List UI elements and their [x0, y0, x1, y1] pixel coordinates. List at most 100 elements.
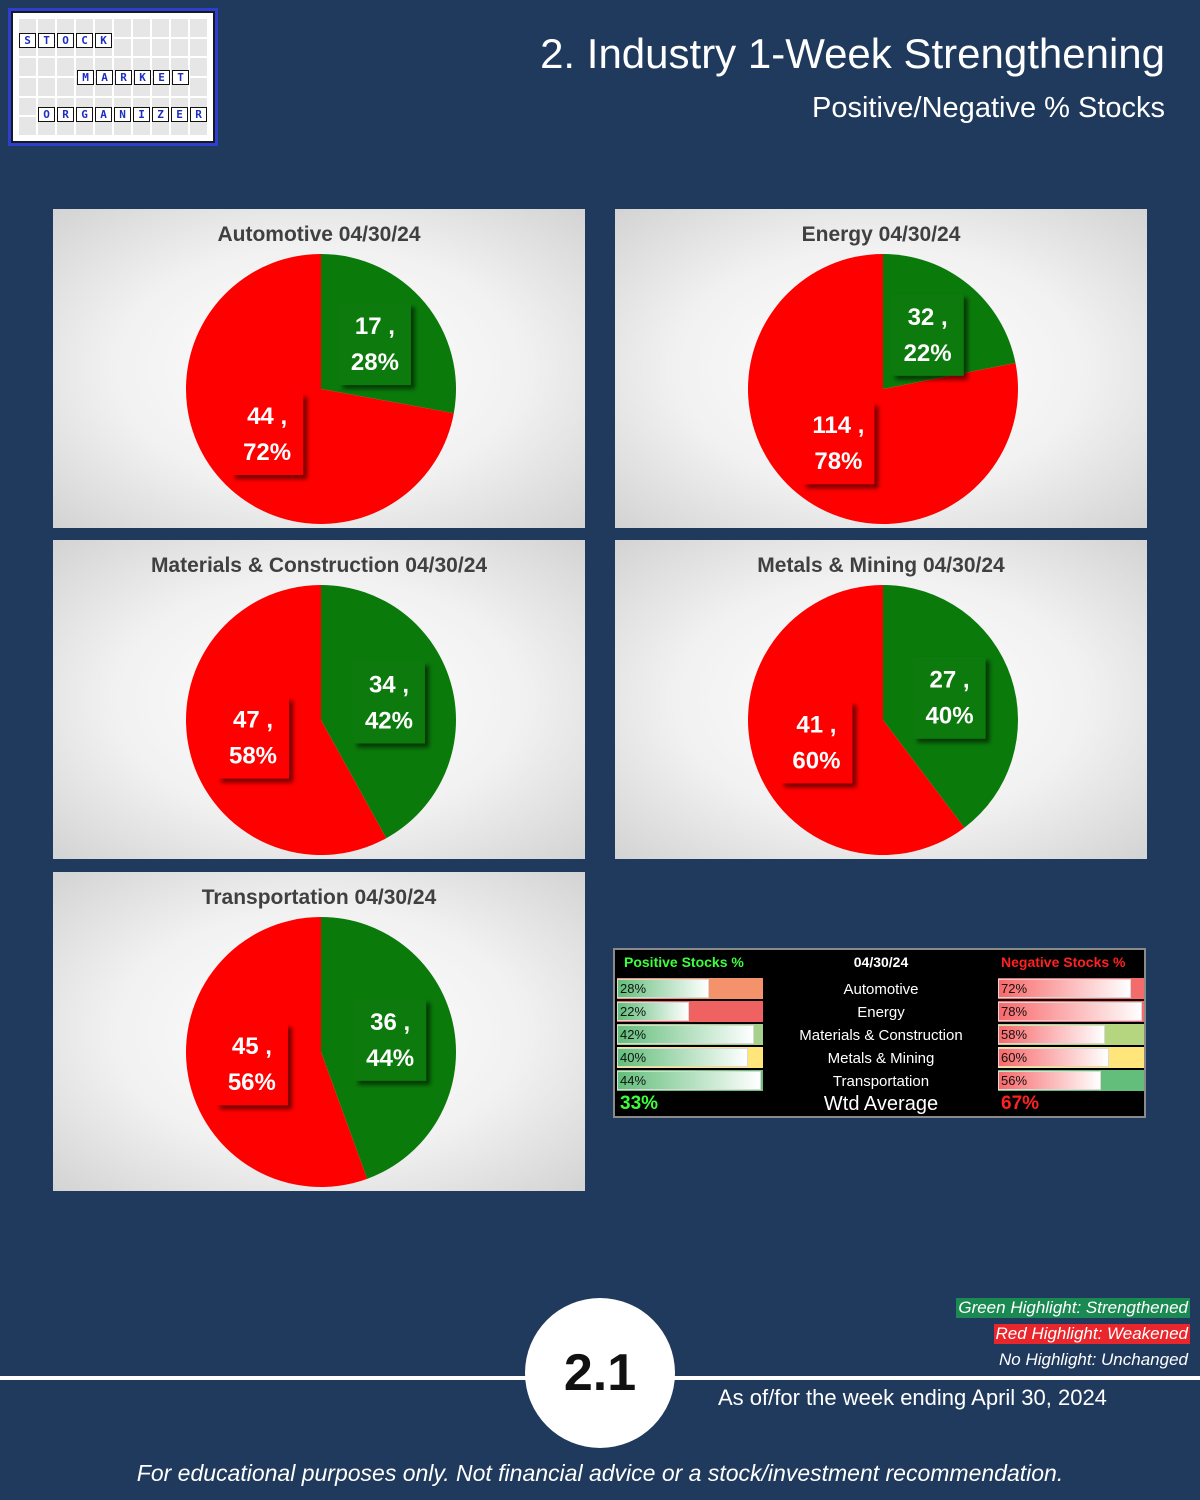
negative-bar-cell: 78% [998, 1001, 1144, 1022]
negative-data-bar [998, 1071, 1102, 1090]
slice-count-label: 32 , [908, 304, 948, 331]
pie-data-label-positive: 34 , 42% [352, 661, 425, 744]
positive-header: Positive Stocks % [624, 954, 744, 970]
chart-title: Metals & Mining 04/30/24 [757, 554, 1005, 577]
slice-percent-label: 58% [229, 743, 277, 770]
negative-data-bar [998, 1048, 1109, 1067]
logo-letter: I [133, 107, 150, 122]
negative-percent: 60% [1001, 1050, 1028, 1065]
logo-tile [190, 38, 207, 57]
logo-letter: O [38, 107, 55, 122]
wtd-average-label: Wtd Average [823, 1093, 939, 1115]
pie-data-label-positive: 32 , 22% [891, 293, 964, 376]
slice-percent-label: 22% [904, 340, 952, 367]
pie-panel-transportation: Transportation 04/30/24 36 , 44% 45 , 56% [53, 872, 585, 1191]
logo-tile [114, 19, 131, 37]
logo-letter: G [76, 107, 93, 122]
slice-percent-label: 60% [792, 747, 840, 774]
logo-letter: A [96, 70, 113, 85]
logo-tile [19, 117, 36, 135]
chart-title: Materials & Construction 04/30/24 [150, 554, 488, 577]
positive-data-bar [617, 1002, 689, 1021]
logo-letter: R [190, 107, 207, 122]
pie-data-label-negative: 41 , 60% [780, 701, 853, 784]
logo-tile [19, 19, 36, 37]
slice-count-label: 34 , [369, 671, 409, 698]
data-label-box [802, 402, 875, 485]
chart-title: Transportation 04/30/24 [201, 886, 437, 909]
industry-label: Automotive [843, 981, 919, 998]
logo-letter: Z [152, 107, 169, 122]
disclaimer: For educational purposes only. Not finan… [136, 1460, 1064, 1486]
positive-bar-cell: 42% [617, 1024, 763, 1045]
wtd-average-negative: 67% [1001, 1093, 1040, 1114]
divider-right [670, 1376, 1200, 1380]
negative-data-bar [998, 1002, 1142, 1021]
logo-tile [57, 58, 74, 76]
positive-bar-cell: 22% [617, 1001, 763, 1022]
logo-tile [38, 77, 55, 96]
logo-letter: R [115, 70, 132, 85]
pie-data-label-negative: 47 , 58% [217, 696, 290, 779]
negative-bar-cell: 60% [998, 1047, 1144, 1068]
data-label-box [913, 656, 986, 739]
positive-bar-cell: 40% [617, 1047, 763, 1068]
summary-table: Positive Stocks % 04/30/24 Negative Stoc… [613, 948, 1146, 1118]
legend-strengthened: Green Highlight: Strengthened [956, 1298, 1190, 1318]
slice-percent-label: 40% [926, 703, 974, 730]
negative-percent: 78% [1001, 1004, 1028, 1019]
logo-tile [152, 38, 169, 57]
positive-bar-cell: 28% [617, 978, 763, 999]
data-label-box [780, 701, 853, 784]
slice-count-label: 45 , [232, 1033, 272, 1060]
pie-chart-automotive: 17 , 28% 44 , 72% [185, 254, 456, 524]
negative-data-bar [998, 1025, 1106, 1044]
pie-slice-negative [748, 585, 965, 855]
pie-data-label-positive: 36 , 44% [354, 998, 427, 1081]
logo-letter: K [95, 33, 112, 48]
positive-data-bar [617, 1025, 755, 1044]
logo-tile [19, 77, 36, 96]
slice-count-label: 36 , [370, 1009, 410, 1036]
positive-percent: 40% [620, 1050, 647, 1065]
logo-tile [38, 19, 55, 37]
as-of-date: As of/for the week ending April 30, 2024 [718, 1385, 1107, 1410]
logo-tile [57, 77, 74, 96]
logo-tile [190, 77, 207, 96]
logo-tile [76, 19, 93, 37]
logo-letter: R [57, 107, 74, 122]
logo-tile [152, 19, 169, 37]
divider-left [0, 1376, 530, 1380]
data-label-box [217, 696, 290, 779]
logo-tile [171, 19, 188, 37]
logo-tile [133, 19, 150, 37]
logo-letter: M [77, 70, 94, 85]
logo-letter: S [19, 33, 36, 48]
pie-data-label-positive: 17 , 28% [338, 303, 411, 386]
page-number-badge: 2.1 [525, 1298, 675, 1448]
logo-tile [95, 19, 112, 37]
pie-data-label-negative: 114 , 78% [802, 402, 875, 485]
pie-panel-automotive: Automotive 04/30/24 17 , 28% 44 , 72% [53, 209, 585, 528]
negative-bar-cell: 58% [998, 1024, 1144, 1045]
slice-percent-label: 56% [228, 1069, 276, 1096]
pie-chart-metals-mining: 27 , 40% 41 , 60% [748, 585, 1018, 855]
logo-tile [19, 58, 36, 76]
logo-tile [38, 58, 55, 76]
data-label-box [231, 392, 304, 475]
logo-letter: O [57, 33, 74, 48]
data-label-box [215, 1023, 288, 1106]
logo-letter: T [172, 70, 189, 85]
negative-header: Negative Stocks % [1001, 954, 1126, 970]
page-subtitle: Positive/Negative % Stocks [812, 92, 1165, 124]
positive-percent: 44% [620, 1073, 647, 1088]
legend-weakened: Red Highlight: Weakened [993, 1324, 1190, 1344]
pie-data-label-positive: 27 , 40% [913, 656, 986, 739]
logo-letter: K [134, 70, 151, 85]
slice-percent-label: 44% [366, 1045, 414, 1072]
logo-tile [19, 97, 36, 116]
data-label-box [354, 998, 427, 1081]
